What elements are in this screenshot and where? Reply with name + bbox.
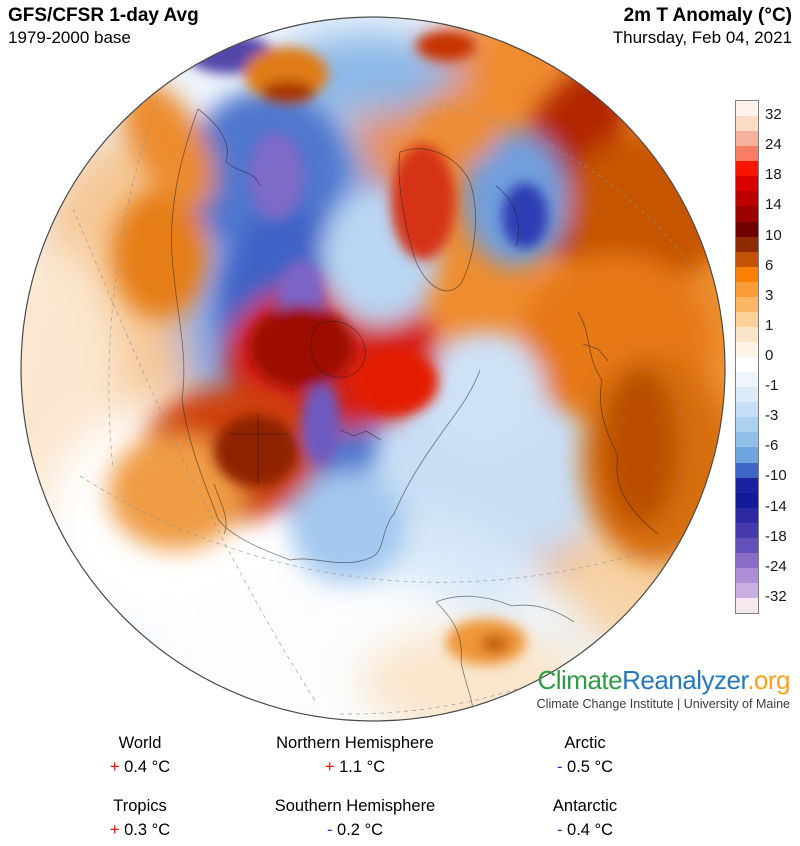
stat-southern-hemisphere: Southern Hemisphere - 0.2 °C: [245, 794, 465, 842]
colorbar-segment: [736, 583, 758, 599]
colorbar-tick-label: 10: [765, 226, 782, 244]
stat-value: + 1.1 °C: [324, 758, 386, 776]
colorbar-tick-label: -18: [765, 527, 787, 545]
colorbar-segment: [736, 342, 758, 358]
stat-sign: -: [326, 821, 333, 839]
colorbar-segment: [736, 296, 758, 312]
stat-value: - 0.5 °C: [556, 758, 614, 776]
stat-northern-hemisphere: Northern Hemisphere + 1.1 °C: [245, 731, 465, 779]
site-logo[interactable]: ClimateReanalyzer.org: [537, 666, 790, 694]
colorbar-segment: [736, 537, 758, 553]
coastlines: [171, 108, 659, 717]
colorbar-segment: [736, 251, 758, 267]
header-left: GFS/CFSR 1-day Avg 1979-2000 base: [8, 5, 199, 48]
colorbar-tick-label: -24: [765, 557, 787, 575]
globe-outline: [20, 16, 726, 722]
colorbar-segment: [736, 462, 758, 478]
colorbar-segment: [736, 598, 758, 614]
colorbar-segment: [736, 567, 758, 583]
colorbar-segment: [736, 417, 758, 433]
logo-climate: Climate: [537, 665, 623, 695]
colorbar-segment: [736, 372, 758, 388]
colorbar-tick-label: 14: [765, 196, 782, 214]
colorbar-segment: [736, 101, 758, 117]
colorbar-segment: [736, 387, 758, 403]
institute-tagline: Climate Change Institute | University of…: [536, 697, 790, 711]
stat-label: Antarctic: [552, 797, 618, 815]
colorbar-tick-label: 32: [765, 106, 782, 124]
branding: ClimateReanalyzer.org Climate Change Ins…: [536, 666, 791, 711]
stat-label: Northern Hemisphere: [276, 734, 434, 752]
colorbar-segment: [736, 432, 758, 448]
stat-value: + 0.3 °C: [109, 821, 171, 839]
colorbar-legend: 32 24 18 14 10 6 3 1 0 -1 -3 -6 -10 -14 -18 -24 -32: [735, 100, 799, 614]
date-subtitle: Thursday, Feb 04, 2021: [612, 28, 792, 47]
logo-reanalyzer: Reanalyzer: [622, 665, 748, 695]
colorbar-segment: [736, 131, 758, 147]
variable-title: 2m T Anomaly (°C): [623, 5, 792, 26]
colorbar-segment: [736, 116, 758, 132]
colorbar-segment: [736, 146, 758, 162]
dataset-title: GFS/CFSR 1-day Avg: [8, 5, 199, 26]
colorbar-tick-label: 0: [765, 347, 774, 364]
colorbar-segment: [736, 311, 758, 327]
stat-sign: -: [556, 821, 563, 839]
stat-sign: +: [324, 758, 335, 776]
colorbar-segment: [736, 402, 758, 418]
colorbar-segment: [736, 447, 758, 463]
stat-antarctic: Antarctic - 0.4 °C: [480, 794, 690, 842]
colorbar-tick-label: 18: [765, 166, 782, 184]
colorbar-gradient: [735, 100, 759, 614]
colorbar-tick-label: 24: [765, 136, 782, 154]
colorbar-tick-label: -1: [765, 377, 779, 395]
colorbar-tick-label: -6: [765, 437, 779, 455]
colorbar-segment: [736, 357, 758, 373]
colorbar-segment: [736, 326, 758, 342]
colorbar-segment: [736, 191, 758, 207]
colorbar-tick-label: 1: [765, 316, 774, 334]
colorbar-segment: [736, 522, 758, 538]
stat-sign: +: [109, 758, 120, 776]
stat-label: Arctic: [564, 734, 606, 752]
colorbar-labels: 32 24 18 14 10 6 3 1 0 -1 -3 -6 -10 -14 -18 -24 -32: [765, 100, 799, 612]
globe-svg: [20, 16, 726, 722]
baseline-subtitle: 1979-2000 base: [8, 28, 131, 47]
colorbar-segment: [736, 492, 758, 508]
globe-map: [18, 14, 728, 724]
logo-org: .org: [747, 665, 790, 695]
colorbar-segment: [736, 176, 758, 192]
colorbar-tick-label: -3: [765, 407, 779, 425]
stat-value: - 0.2 °C: [326, 821, 384, 839]
colorbar-segment: [736, 281, 758, 297]
colorbar-tick-label: -14: [765, 497, 787, 515]
colorbar-segment: [736, 266, 758, 282]
colorbar-tick-label: 6: [765, 256, 774, 274]
colorbar-segment: [736, 236, 758, 252]
header-right: 2m T Anomaly (°C) Thursday, Feb 04, 2021: [613, 5, 792, 48]
colorbar-tick-label: -10: [765, 467, 787, 485]
colorbar-segment: [736, 221, 758, 237]
stat-value: - 0.4 °C: [556, 821, 614, 839]
stat-world: World + 0.4 °C: [40, 731, 240, 779]
colorbar-segment: [736, 477, 758, 493]
stat-label: World: [118, 734, 162, 752]
stat-label: Tropics: [113, 797, 167, 815]
stat-arctic: Arctic - 0.5 °C: [480, 731, 690, 779]
colorbar-segment: [736, 552, 758, 568]
stat-label: Southern Hemisphere: [274, 797, 436, 815]
colorbar-segment: [736, 206, 758, 222]
colorbar-segment: [736, 507, 758, 523]
colorbar-tick-label: -32: [765, 587, 787, 605]
stat-tropics: Tropics + 0.3 °C: [40, 794, 240, 842]
graticule: [72, 98, 716, 715]
colorbar-segment: [736, 161, 758, 177]
colorbar-tick-label: 3: [765, 286, 774, 304]
stat-sign: +: [109, 821, 120, 839]
stat-value: + 0.4 °C: [109, 758, 171, 776]
stat-sign: -: [556, 758, 563, 776]
